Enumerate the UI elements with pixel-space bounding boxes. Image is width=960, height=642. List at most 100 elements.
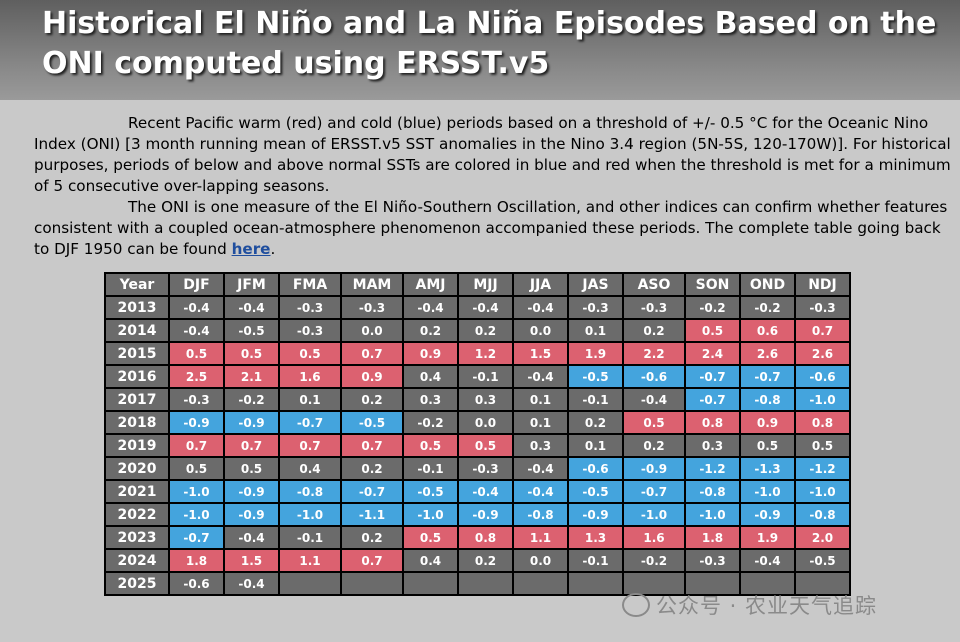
oni-value-cell: -0.6: [567, 456, 624, 481]
page-title: Historical El Niño and La Niña Episodes …: [42, 4, 936, 84]
oni-value-cell: -0.4: [168, 295, 225, 320]
oni-value-cell: 0.5: [402, 525, 459, 550]
oni-value-cell: 0.7: [340, 548, 404, 573]
oni-value-cell: -0.4: [223, 571, 280, 596]
table-row: 2013 -0.4 -0.4 -0.3 -0.3 -0.4 -0.4 -0.4 -0.3 -0.3…: [104, 295, 851, 320]
oni-value-cell: [340, 571, 404, 596]
oni-value-cell: -1.3: [739, 456, 796, 481]
oni-value-cell: -1.0: [739, 479, 796, 504]
oni-value-cell: 1.8: [684, 525, 741, 550]
oni-value-cell: -0.9: [223, 479, 280, 504]
oni-value-cell: -0.4: [168, 318, 225, 343]
oni-value-cell: -1.0: [684, 502, 741, 527]
oni-value-cell: -0.9: [168, 410, 225, 435]
oni-value-cell: 0.0: [340, 318, 404, 343]
oni-value-cell: 1.2: [457, 341, 514, 366]
oni-value-cell: [622, 571, 686, 596]
oni-value-cell: 0.5: [168, 341, 225, 366]
oni-value-cell: -0.7: [622, 479, 686, 504]
oni-value-cell: 1.1: [278, 548, 342, 573]
oni-value-cell: 1.1: [512, 525, 569, 550]
oni-value-cell: -0.4: [457, 295, 514, 320]
oni-value-cell: -0.3: [168, 387, 225, 412]
oni-table: Year DJF JFM FMA MAM AMJ MJJ JJA JAS ASO SON OND NDJ…: [104, 272, 851, 596]
oni-value-cell: -0.7: [278, 410, 342, 435]
oni-value-cell: -0.4: [223, 295, 280, 320]
oni-value-cell: -0.2: [684, 295, 741, 320]
oni-value-cell: 0.2: [402, 318, 459, 343]
oni-value-cell: [512, 571, 569, 596]
oni-value-cell: -1.0: [168, 502, 225, 527]
oni-value-cell: -0.2: [402, 410, 459, 435]
oni-value-cell: 0.8: [457, 525, 514, 550]
oni-value-cell: 0.3: [512, 433, 569, 458]
oni-value-cell: 0.2: [457, 318, 514, 343]
year-cell: 2023: [104, 525, 170, 550]
year-cell: 2024: [104, 548, 170, 573]
oni-value-cell: -0.8: [512, 502, 569, 527]
header-djf: DJF: [168, 272, 225, 297]
oni-value-cell: [278, 571, 342, 596]
oni-value-cell: 0.5: [223, 456, 280, 481]
oni-value-cell: 0.9: [402, 341, 459, 366]
paragraph-2-end: .: [270, 240, 276, 258]
table-row: 2016 2.5 2.1 1.6 0.9 0.4 -0.1 -0.4 -0.5 -0.6 -0.7-…: [104, 364, 851, 389]
oni-value-cell: [402, 571, 459, 596]
oni-value-cell: -0.4: [512, 479, 569, 504]
year-cell: 2015: [104, 341, 170, 366]
oni-value-cell: [457, 571, 514, 596]
table-row: 2021 -1.0 -0.9 -0.8 -0.7 -0.5 -0.4 -0.4 -0.5 -0.7…: [104, 479, 851, 504]
page-title-line-1: Historical El Niño and La Niña Episodes …: [42, 6, 937, 41]
oni-value-cell: -0.8: [278, 479, 342, 504]
header-son: SON: [684, 272, 741, 297]
oni-value-cell: -1.0: [794, 387, 851, 412]
oni-value-cell: -0.5: [402, 479, 459, 504]
oni-value-cell: 1.5: [223, 548, 280, 573]
oni-value-cell: 0.5: [739, 433, 796, 458]
oni-value-cell: -0.3: [684, 548, 741, 573]
here-link[interactable]: here: [231, 240, 271, 258]
oni-value-cell: [567, 571, 624, 596]
oni-value-cell: 2.6: [739, 341, 796, 366]
oni-value-cell: 0.5: [622, 410, 686, 435]
header-mam: MAM: [340, 272, 404, 297]
oni-value-cell: 1.5: [512, 341, 569, 366]
year-cell: 2017: [104, 387, 170, 412]
table-row: 2025 -0.6 -0.4: [104, 571, 851, 596]
oni-value-cell: -0.1: [402, 456, 459, 481]
oni-value-cell: -0.9: [567, 502, 624, 527]
oni-value-cell: -0.5: [567, 479, 624, 504]
header-amj: AMJ: [402, 272, 459, 297]
oni-value-cell: 0.5: [402, 433, 459, 458]
oni-value-cell: 0.0: [512, 318, 569, 343]
oni-value-cell: -0.6: [622, 364, 686, 389]
oni-value-cell: -0.7: [340, 479, 404, 504]
oni-value-cell: 0.9: [340, 364, 404, 389]
table-row: 2017 -0.3 -0.2 0.1 0.2 0.3 0.3 0.1 -0.1 -0.4 -0.7-…: [104, 387, 851, 412]
oni-value-cell: 0.1: [567, 318, 624, 343]
oni-value-cell: 0.7: [794, 318, 851, 343]
oni-value-cell: 0.5: [223, 341, 280, 366]
table-row: 2018 -0.9 -0.9 -0.7 -0.5 -0.2 0.0 0.1 0.2 0.5 0.8 0…: [104, 410, 851, 435]
oni-value-cell: 0.7: [223, 433, 280, 458]
oni-value-cell: 0.0: [457, 410, 514, 435]
year-cell: 2021: [104, 479, 170, 504]
oni-value-cell: -0.3: [457, 456, 514, 481]
header-ndj: NDJ: [794, 272, 851, 297]
oni-value-cell: -0.9: [622, 456, 686, 481]
oni-value-cell: 0.1: [278, 387, 342, 412]
oni-value-cell: -0.8: [794, 502, 851, 527]
oni-value-cell: -0.9: [223, 502, 280, 527]
oni-value-cell: 0.2: [340, 525, 404, 550]
oni-value-cell: -0.3: [278, 295, 342, 320]
oni-value-cell: -0.3: [340, 295, 404, 320]
oni-value-cell: 0.3: [402, 387, 459, 412]
oni-value-cell: 0.7: [340, 433, 404, 458]
oni-value-cell: -0.7: [168, 525, 225, 550]
oni-value-cell: -1.0: [622, 502, 686, 527]
oni-value-cell: -0.8: [684, 479, 741, 504]
header-jfm: JFM: [223, 272, 280, 297]
table-row: 2023 -0.7 -0.4 -0.1 0.2 0.5 0.8 1.1 1.3 1.6 1.8 1.9…: [104, 525, 851, 550]
year-cell: 2019: [104, 433, 170, 458]
oni-value-cell: 0.1: [567, 433, 624, 458]
